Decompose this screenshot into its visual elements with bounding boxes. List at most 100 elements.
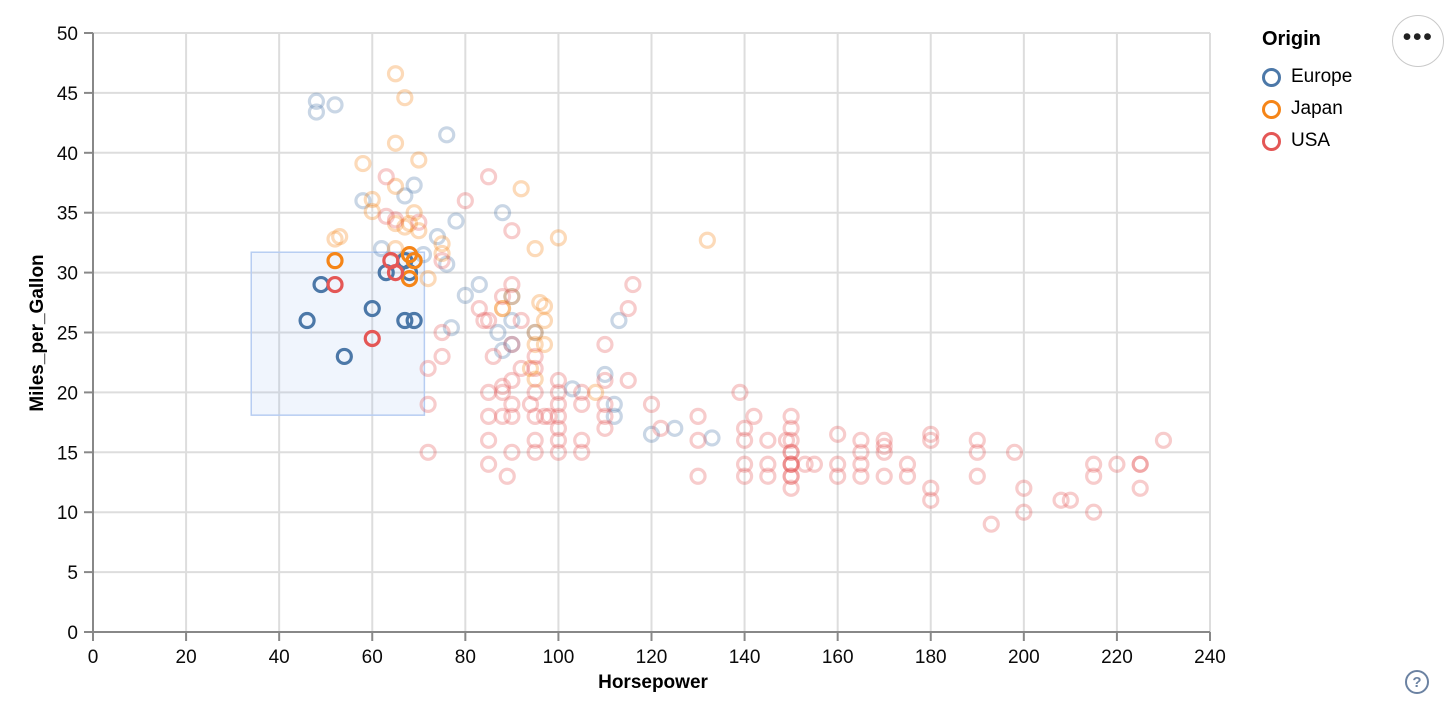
- data-point-usa: [410, 213, 428, 231]
- data-point-usa: [503, 371, 521, 390]
- data-point-europe: [372, 240, 391, 258]
- data-point-usa: [1061, 491, 1079, 509]
- data-point-europe: [438, 255, 456, 273]
- data-point-usa: [480, 455, 498, 473]
- data-point-usa: [475, 311, 493, 330]
- data-point-usa: [1085, 467, 1103, 485]
- data-point-usa: [596, 395, 614, 413]
- data-point-usa: [549, 395, 568, 413]
- y-tick-label: 10: [57, 503, 78, 524]
- selected-point-japan: [405, 252, 423, 270]
- data-point-usa: [1131, 455, 1149, 473]
- data-point-japan: [521, 359, 540, 378]
- data-point-usa: [922, 479, 940, 497]
- data-point-europe: [396, 187, 414, 205]
- data-point-usa: [573, 383, 591, 401]
- data-point-usa: [852, 443, 870, 461]
- legend-item-usa: USA: [1262, 125, 1352, 157]
- data-point-usa: [377, 207, 395, 225]
- data-point-usa: [689, 431, 707, 449]
- help-button[interactable]: ?: [1405, 670, 1429, 694]
- data-point-europe: [456, 286, 474, 304]
- data-point-usa: [922, 491, 940, 509]
- data-point-europe: [438, 126, 456, 144]
- x-tick-label: 140: [729, 647, 761, 668]
- data-point-usa: [782, 467, 800, 485]
- x-tick-label: 220: [1101, 647, 1133, 668]
- data-point-usa: [1131, 479, 1149, 497]
- data-point-usa: [782, 443, 800, 461]
- data-point-japan: [493, 299, 512, 318]
- data-point-usa: [526, 359, 544, 378]
- legend-label-usa: USA: [1291, 130, 1331, 151]
- data-point-usa: [1108, 455, 1126, 473]
- data-point-usa: [526, 443, 544, 461]
- data-point-usa: [573, 431, 591, 449]
- data-point-usa: [968, 443, 986, 461]
- data-point-usa: [852, 467, 870, 485]
- data-point-usa: [898, 467, 917, 485]
- x-tick-label: 240: [1194, 647, 1226, 668]
- data-point-usa: [777, 431, 796, 449]
- data-point-usa: [419, 395, 437, 413]
- data-point-usa: [493, 407, 512, 425]
- data-point-usa: [596, 371, 614, 390]
- data-point-usa: [480, 168, 498, 186]
- x-tick-label: 60: [362, 647, 383, 668]
- legend-item-europe: Europe: [1262, 61, 1352, 93]
- data-point-usa: [745, 407, 763, 425]
- data-point-usa: [503, 443, 521, 461]
- data-point-japan: [331, 228, 349, 246]
- data-point-usa: [1085, 503, 1103, 521]
- data-point-usa: [573, 443, 591, 461]
- y-tick-label: 5: [67, 563, 78, 584]
- data-point-japan: [386, 65, 405, 83]
- data-point-usa: [982, 515, 1000, 533]
- data-point-europe: [666, 419, 684, 437]
- data-point-japan: [587, 383, 605, 401]
- data-point-usa: [512, 359, 530, 378]
- data-point-japan: [386, 134, 405, 152]
- question-mark-icon: ?: [1412, 673, 1422, 691]
- y-tick-label: 15: [57, 443, 78, 464]
- data-point-europe: [596, 365, 614, 384]
- selected-point-europe: [396, 311, 414, 330]
- selected-point-europe: [335, 347, 353, 366]
- data-point-usa: [503, 395, 521, 413]
- selected-point-europe: [405, 311, 423, 330]
- data-point-japan: [405, 204, 423, 222]
- data-point-japan: [410, 151, 428, 169]
- legend: Origin Europe Japan USA: [1262, 28, 1352, 157]
- data-point-usa: [689, 467, 707, 485]
- data-point-usa: [456, 192, 474, 210]
- data-point-usa: [1131, 455, 1149, 473]
- data-point-japan: [549, 229, 568, 247]
- data-point-japan: [503, 287, 521, 306]
- data-point-japan: [363, 190, 381, 209]
- data-point-japan: [433, 235, 451, 253]
- data-point-usa: [735, 455, 754, 473]
- selected-point-usa: [386, 264, 405, 282]
- x-axis-title: Horsepower: [598, 672, 708, 693]
- data-point-europe: [354, 192, 372, 210]
- legend-title: Origin: [1262, 28, 1321, 50]
- data-point-usa: [782, 455, 800, 473]
- data-point-usa: [898, 455, 917, 473]
- data-point-usa: [1085, 455, 1103, 473]
- data-point-usa: [1015, 503, 1033, 521]
- chart-actions-button[interactable]: •••: [1392, 15, 1444, 67]
- data-point-europe: [428, 228, 447, 246]
- y-tick-label: 20: [57, 383, 78, 404]
- data-point-europe: [526, 323, 544, 342]
- data-point-usa: [782, 455, 800, 473]
- legend-label-europe: Europe: [1291, 66, 1353, 87]
- data-point-usa: [1015, 479, 1033, 497]
- data-point-europe: [470, 275, 488, 294]
- data-point-usa: [782, 479, 800, 497]
- data-point-japan: [535, 297, 554, 315]
- data-point-japan: [433, 244, 451, 263]
- x-tick-label: 160: [822, 647, 854, 668]
- data-point-japan: [354, 154, 372, 173]
